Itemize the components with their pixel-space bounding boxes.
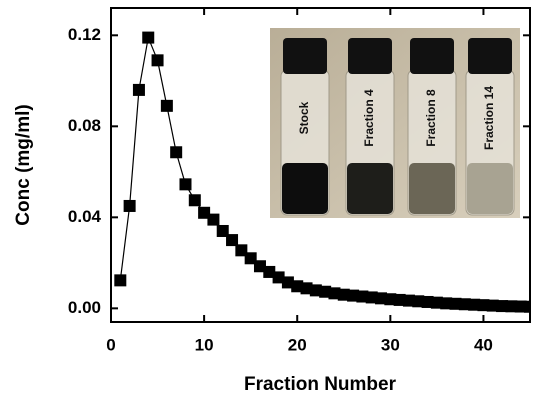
- vial-label: Fraction 14: [482, 86, 496, 150]
- marker: [114, 274, 127, 287]
- marker: [430, 296, 443, 309]
- marker: [142, 31, 155, 44]
- vial-cap: [410, 38, 454, 74]
- marker: [207, 213, 220, 226]
- marker: [198, 206, 211, 219]
- vial-liquid: [347, 163, 393, 214]
- marker: [291, 280, 304, 293]
- vial-cap: [468, 38, 512, 74]
- vial-label: Fraction 8: [424, 89, 438, 147]
- vial-label: Stock: [297, 101, 311, 134]
- vial-cap: [283, 38, 327, 74]
- x-tick-label: 20: [288, 335, 307, 354]
- marker: [384, 293, 397, 306]
- marker: [375, 292, 388, 305]
- marker: [468, 298, 481, 311]
- marker: [496, 300, 509, 313]
- marker: [160, 99, 173, 112]
- vial-label: Fraction 4: [362, 89, 376, 147]
- marker: [179, 178, 192, 191]
- marker: [514, 300, 527, 313]
- marker: [123, 199, 136, 212]
- marker: [402, 294, 415, 307]
- vial-liquid: [282, 163, 328, 214]
- marker: [132, 83, 145, 96]
- marker: [300, 282, 313, 295]
- x-tick-label: 10: [195, 335, 214, 354]
- marker: [337, 288, 350, 301]
- marker: [393, 293, 406, 306]
- vial-liquid: [409, 163, 455, 214]
- marker: [356, 290, 369, 303]
- x-tick-label: 30: [381, 335, 400, 354]
- y-tick-label: 0.00: [68, 298, 101, 317]
- vial-cap: [348, 38, 392, 74]
- vial-liquid: [467, 163, 513, 214]
- marker: [347, 289, 360, 302]
- y-axis-title: Conc (mg/ml): [13, 104, 34, 225]
- marker: [170, 146, 183, 159]
- marker: [226, 234, 239, 247]
- marker: [505, 300, 518, 313]
- marker: [477, 299, 490, 312]
- marker: [365, 291, 378, 304]
- marker: [188, 194, 201, 207]
- marker: [328, 287, 341, 300]
- marker: [309, 284, 322, 297]
- marker: [151, 54, 164, 67]
- marker: [319, 285, 332, 298]
- y-tick-label: 0.04: [68, 207, 102, 226]
- marker: [244, 252, 257, 265]
- x-tick-label: 0: [106, 335, 115, 354]
- inset-photo: Stock Fraction 4 Fraction 8 Fraction 14: [270, 28, 520, 218]
- y-tick-label: 0.12: [68, 25, 101, 44]
- x-axis-title: Fraction Number: [244, 374, 397, 395]
- marker: [440, 297, 453, 310]
- marker: [253, 260, 266, 273]
- x-tick-label: 40: [474, 335, 493, 354]
- marker: [272, 271, 285, 284]
- marker: [421, 295, 434, 308]
- y-tick-label: 0.08: [68, 116, 101, 135]
- marker: [524, 300, 531, 313]
- marker: [235, 244, 248, 257]
- marker: [281, 276, 294, 289]
- marker: [412, 295, 425, 308]
- marker: [263, 265, 276, 278]
- marker: [216, 224, 229, 237]
- marker: [486, 299, 499, 312]
- marker: [458, 298, 471, 311]
- plot-frame: [110, 7, 531, 323]
- marker: [449, 297, 462, 310]
